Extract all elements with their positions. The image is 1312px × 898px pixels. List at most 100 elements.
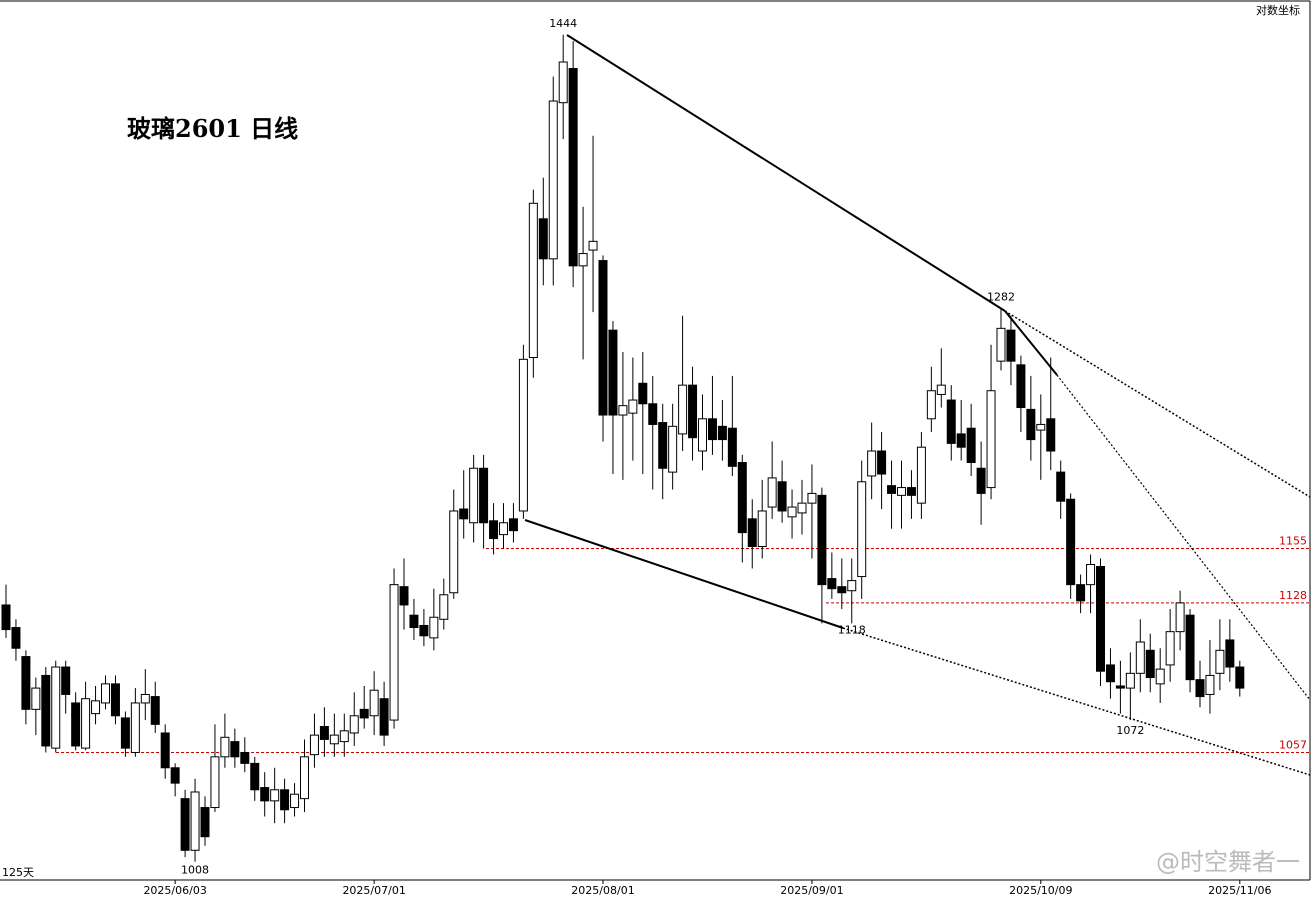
candle-body — [508, 518, 518, 532]
candle-body — [1225, 639, 1235, 668]
trendlines — [524, 34, 1311, 776]
candle-body — [1185, 614, 1195, 681]
candle-body — [847, 580, 857, 592]
candle-body — [976, 467, 986, 494]
candle-body — [837, 586, 847, 594]
trendline-extension — [1056, 374, 1311, 701]
candle-body — [101, 683, 110, 704]
candle-body — [1165, 631, 1175, 666]
candle-body — [429, 616, 439, 639]
candle-body — [150, 696, 160, 725]
candle-body — [777, 481, 787, 512]
candle-body — [449, 510, 459, 594]
candle-body — [300, 756, 309, 800]
candle-body — [1215, 649, 1225, 674]
candle-body — [916, 446, 926, 504]
trendline — [524, 519, 844, 629]
candle-body — [21, 656, 31, 710]
candle-body — [369, 689, 379, 717]
x-tick-label: 2025/07/01 — [342, 884, 405, 897]
candle-body — [648, 403, 658, 425]
trendline — [1004, 310, 1058, 376]
candle-body — [926, 390, 936, 420]
candle-body — [638, 382, 648, 405]
candle-body — [1195, 679, 1205, 698]
candle-body — [419, 624, 429, 637]
candle-body — [1056, 471, 1066, 502]
candle-body — [936, 384, 946, 395]
candle-body — [120, 717, 130, 749]
candle-body — [608, 329, 618, 416]
candle-body — [946, 399, 956, 444]
candle-body — [717, 425, 727, 441]
candle-body — [747, 518, 757, 548]
candle-body — [797, 502, 807, 514]
candle-body — [11, 627, 21, 649]
candle-body — [329, 734, 339, 745]
point-label: 1072 — [1116, 724, 1144, 737]
chart-title: 玻璃2601 日线 — [127, 114, 298, 143]
candle-body — [568, 67, 578, 267]
candle-body — [887, 485, 897, 494]
x-tick-label: 2025/09/01 — [780, 884, 843, 897]
candle-body — [180, 798, 190, 851]
candle-body — [906, 487, 916, 496]
candle-body — [1175, 602, 1185, 633]
candles — [1, 34, 1245, 862]
candle-body — [966, 427, 976, 464]
candle-body — [827, 578, 837, 590]
candle-body — [170, 767, 180, 784]
candle-body — [489, 520, 499, 540]
candle-body — [31, 687, 41, 710]
point-label: 1444 — [549, 17, 577, 30]
candle-body — [817, 494, 827, 586]
candle-body — [1155, 668, 1165, 685]
candle-body — [1006, 329, 1016, 362]
candle-body — [499, 522, 508, 536]
scale-label: 对数坐标 — [1256, 3, 1300, 17]
candle-body — [469, 467, 479, 524]
candle-body — [518, 358, 528, 512]
candle-body — [618, 405, 628, 416]
candle-body — [1046, 418, 1056, 452]
candle-body — [250, 762, 260, 791]
candle-body — [807, 492, 817, 504]
candle-body — [339, 730, 349, 743]
level-label: 1128 — [1279, 589, 1307, 602]
candle-body — [1145, 649, 1155, 679]
candle-body — [309, 734, 319, 756]
labels: 2025/06/03 2025/07/01 2025/08/01 2025/09/01… — [143, 17, 1271, 897]
candle-body — [349, 715, 359, 734]
watermark: @时空舞者一 — [1156, 848, 1300, 876]
candle-body — [140, 693, 150, 704]
candle-body — [857, 481, 867, 578]
level-label: 1057 — [1279, 738, 1307, 751]
candle-body — [737, 462, 747, 534]
candle-body — [1235, 666, 1245, 689]
candle-body — [240, 751, 250, 764]
levels: 1155 1128 1057 — [56, 535, 1310, 753]
candle-body — [379, 698, 389, 736]
candle-body — [1105, 664, 1115, 683]
candle-body — [688, 384, 698, 439]
candle-body — [71, 702, 81, 747]
candle-body — [1115, 685, 1125, 689]
candle-body — [867, 450, 877, 477]
candle-body — [1096, 566, 1105, 672]
candle-body — [479, 467, 489, 524]
candle-body — [409, 614, 419, 629]
candle-body — [319, 726, 329, 740]
candle-body — [190, 791, 200, 851]
candle-body — [877, 450, 887, 475]
candle-body — [996, 327, 1006, 362]
candle-body — [558, 61, 568, 104]
candle-body — [727, 427, 737, 467]
candle-body — [130, 702, 140, 753]
trendline-extension — [1004, 310, 1311, 498]
candle-body — [757, 510, 767, 548]
candle-body — [678, 384, 688, 435]
candle-body — [588, 240, 598, 251]
candle-body — [1066, 498, 1076, 586]
candle-body — [210, 756, 220, 809]
